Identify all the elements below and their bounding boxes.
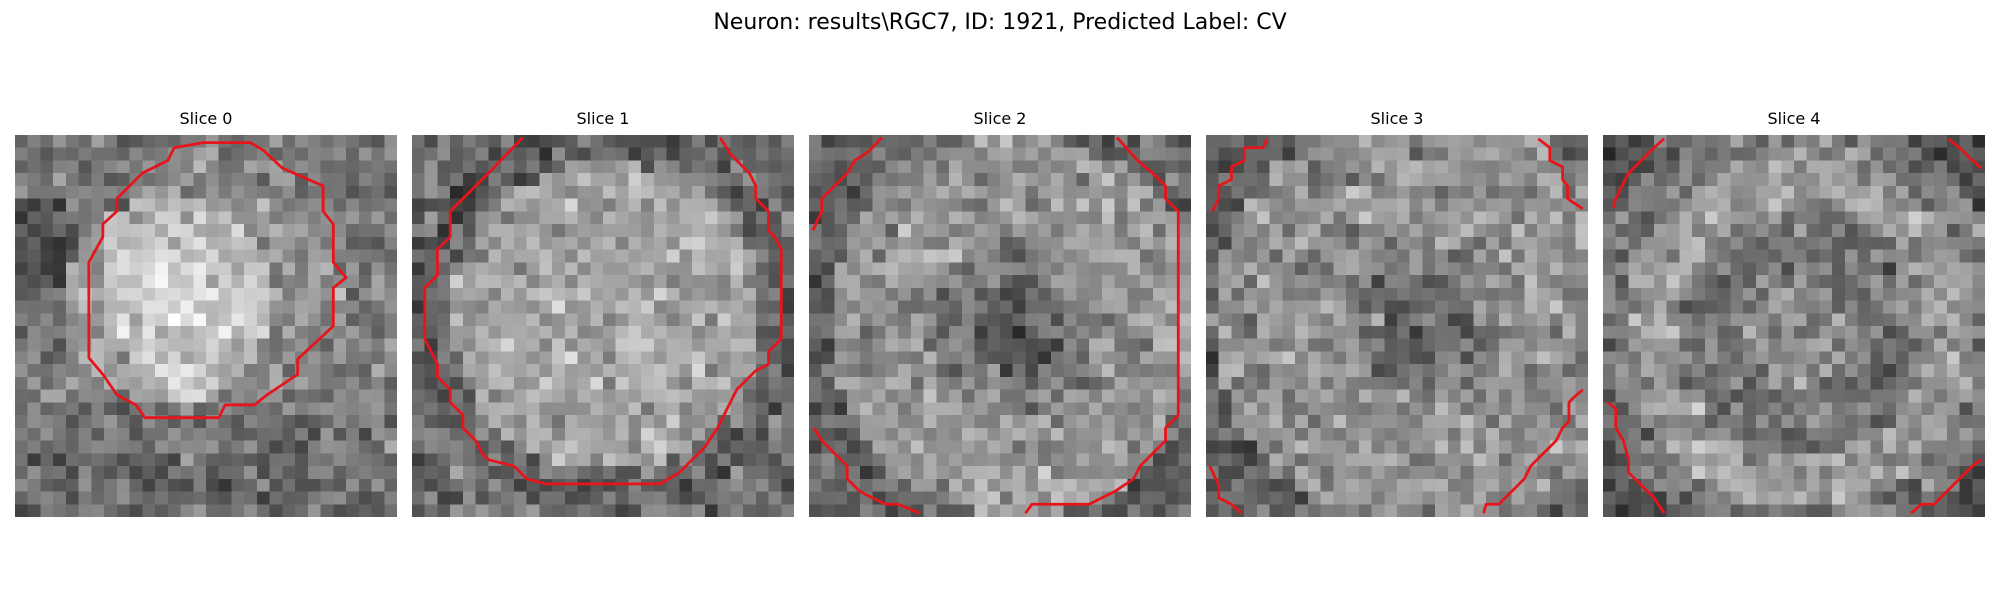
slice-panel-1: Slice 1 (412, 107, 794, 517)
slice-title: Slice 3 (1370, 109, 1424, 128)
contour-line (1910, 458, 1982, 515)
contour-overlay (87, 141, 348, 420)
contour-line (1537, 137, 1584, 211)
contour-overlay (423, 136, 783, 486)
contour-line (423, 136, 783, 486)
slice-image (412, 135, 794, 517)
contour-line (87, 141, 348, 420)
slice-panel-0: Slice 0 (15, 107, 397, 517)
slice-panel-4: Slice 4 (1603, 107, 1985, 517)
contour-overlay (1607, 137, 1983, 515)
slice-panel-2: Slice 2 (809, 107, 1191, 517)
slice-title: Slice 1 (576, 109, 630, 128)
figure-title: Neuron: results\RGC7, ID: 1921, Predicte… (713, 10, 1287, 35)
contour-overlay (811, 136, 1180, 515)
slice-title: Slice 2 (973, 109, 1027, 128)
contour-overlay (1208, 137, 1584, 515)
contour-line (1611, 137, 1666, 208)
contour-line (1208, 465, 1243, 515)
slice-panel-3: Slice 3 (1206, 107, 1588, 517)
slice-image (1206, 135, 1588, 517)
slice-image (1603, 135, 1985, 517)
contour-line (1607, 401, 1666, 514)
slice-image (809, 135, 1191, 517)
contour-line (812, 427, 921, 515)
contour-line (1947, 137, 1983, 170)
slice-title: Slice 4 (1767, 109, 1821, 128)
contour-line (1211, 138, 1269, 213)
contour-line (1024, 136, 1180, 514)
contour-line (1482, 388, 1584, 514)
slice-title: Slice 0 (179, 109, 233, 128)
contour-line (811, 136, 883, 232)
